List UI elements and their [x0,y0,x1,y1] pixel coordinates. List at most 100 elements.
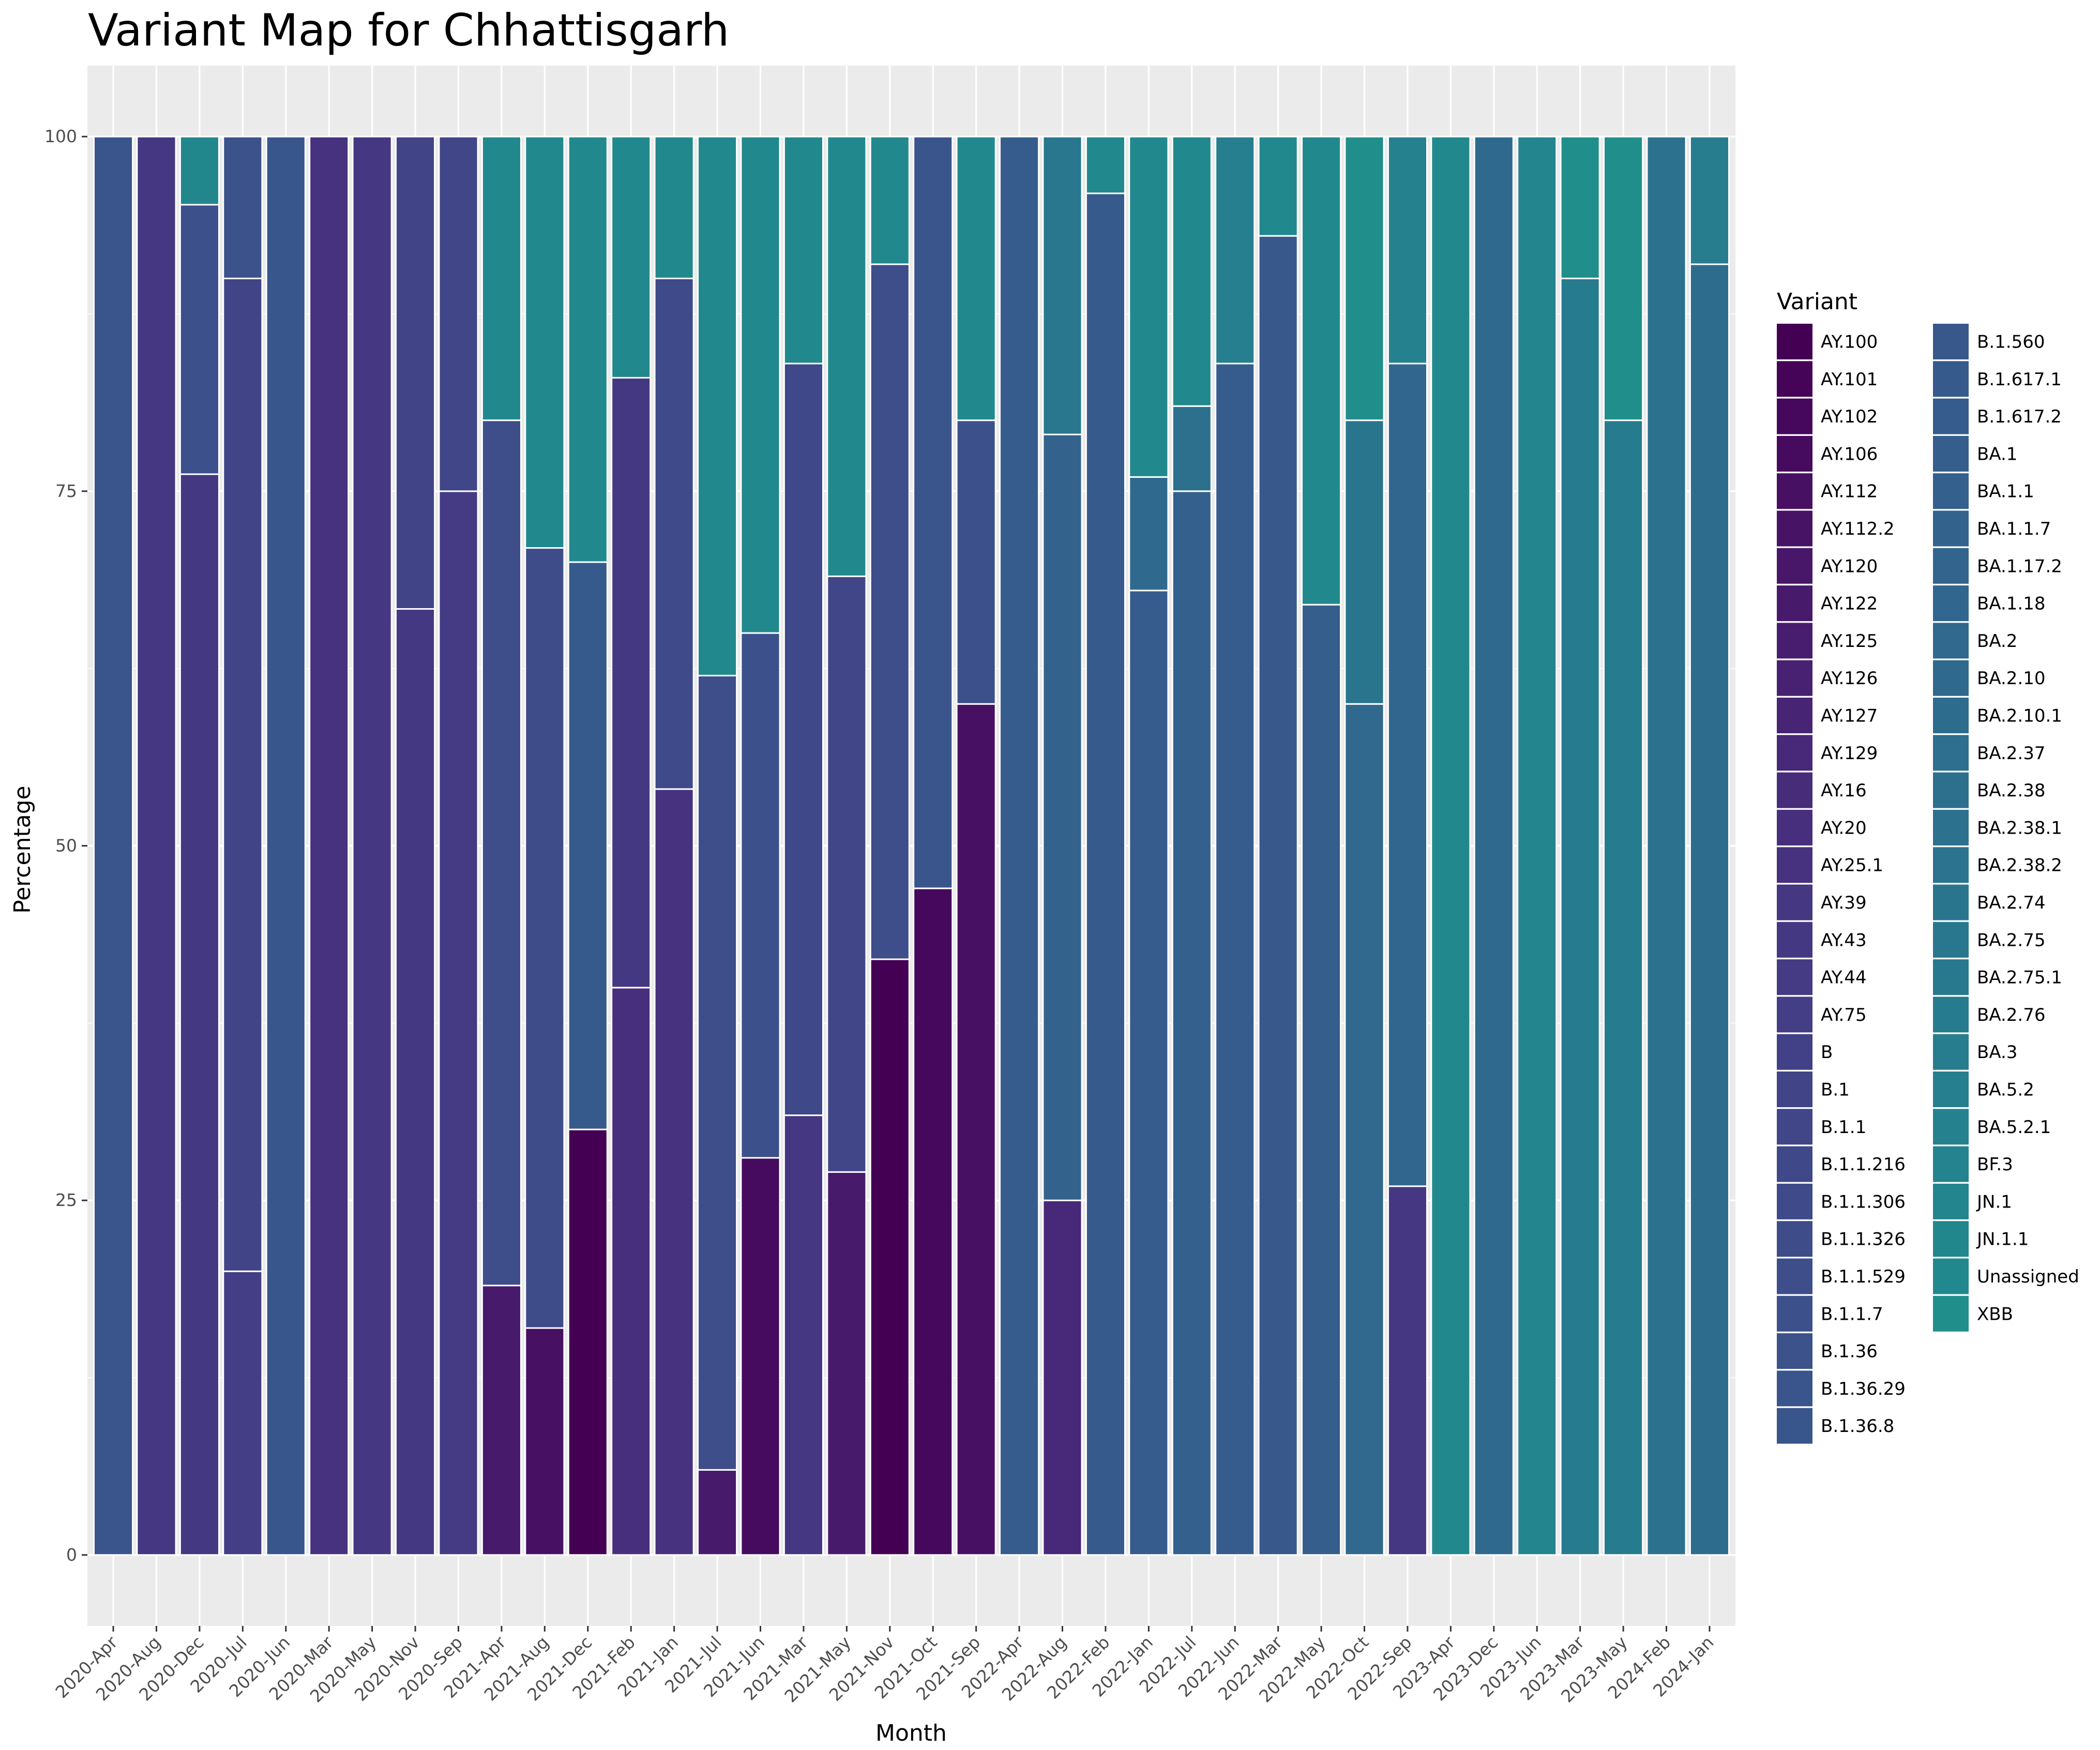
bar-2022-Mar [1258,135,1298,1556]
bar-segment-B.1.1.306 [654,277,694,790]
legend-label: B.1.36.8 [1821,1416,1894,1437]
legend-swatch [1933,510,1969,547]
legend-swatch [1777,809,1812,846]
legend-item: B.1.1 [1777,1109,1866,1145]
legend-item: B.1.1.529 [1777,1258,1906,1294]
bar-segment-Unassigned [1301,135,1342,606]
bar-segment-B.1.617.2 [999,135,1040,1556]
bar-segment-AY.122 [826,1171,867,1556]
legend-label: AY.102 [1821,406,1878,427]
legend-swatch [1777,473,1812,509]
legend-label: JN.1.1 [1976,1229,2029,1250]
legend-label: AY.120 [1821,556,1878,577]
bar-segment-Unassigned [481,135,522,421]
bar-segment-AY.112 [524,1327,565,1556]
legend-swatch [1777,361,1812,397]
legend-swatch [1777,884,1812,921]
legend-label: BA.2.75.1 [1977,968,2062,988]
legend-swatch [1933,698,1969,733]
bar-segment-AY.106 [740,1157,781,1556]
legend-swatch [1777,997,1812,1033]
legend-item: Unassigned [1933,1258,2079,1294]
legend-item: BA.1.17.2 [1933,548,2062,584]
legend-item: B.1.617.1 [1933,361,2062,397]
bar-segment-B.1 [395,135,436,610]
legend-item: BA.2 [1933,623,2017,659]
bar-segment-BA.2.10.1 [1689,263,1730,1556]
bar-segment-Unassigned [1085,135,1126,194]
legend-swatch [1777,324,1812,359]
bar-2022-Apr [999,135,1040,1556]
legend-swatch [1777,1221,1812,1257]
legend-swatch [1777,585,1812,622]
bar-segment-BA.1 [1301,604,1342,1556]
legend-label: BA.1.1 [1977,481,2034,502]
bar-segment-Unassigned [869,135,910,265]
legend-item: AY.102 [1777,398,1878,434]
bar-segment-Unassigned [1430,135,1471,1556]
legend-swatch [1933,1258,1969,1294]
legend-swatch [1933,735,1969,771]
bar-segment-Unassigned [826,135,867,577]
legend-label: AY.100 [1821,332,1878,353]
bar-segment-B.1.36.29 [913,135,954,889]
legend-item: BA.2.38 [1933,772,2046,808]
legend-item: AY.112.2 [1777,510,1895,547]
bar-segment-B.1.1.529 [697,674,738,1471]
bar-2024-Jan [1689,135,1730,1556]
legend-item: BA.1 [1933,435,2017,472]
legend-label: BA.2.10 [1977,668,2046,689]
legend-item: AY.120 [1777,548,1878,584]
bar-segment-AY.44 [438,490,479,1556]
bar-segment-B.1.1.216 [783,363,824,1117]
bar-2021-Jan [654,135,694,1556]
bar-segment-Unassigned [783,135,824,365]
bar-2023-Jun [1517,135,1558,1556]
legend-item: BA.2.37 [1933,735,2046,771]
legend-label: AY.43 [1821,930,1867,951]
legend-swatch [1933,660,1969,696]
legend-swatch [1777,1258,1812,1294]
bar-segment-AY.100 [869,958,910,1556]
bar-segment-AY.122 [697,1469,738,1556]
bar-segment-AY.39 [783,1114,824,1556]
legend-swatch [1777,922,1812,958]
legend-item: AY.126 [1777,660,1878,696]
y-tick-label: 0 [66,1545,77,1565]
legend-swatch [1933,1146,1969,1182]
legend-swatch [1777,660,1812,696]
legend-item: BA.2.75.1 [1933,959,2062,995]
legend-label: B [1821,1042,1833,1063]
bar-segment-B.1.1.529 [481,419,522,1287]
bar-segment-B.1.560 [1258,235,1298,1556]
legend-item: BF.3 [1933,1146,2013,1182]
legend-item: AY.125 [1777,623,1878,659]
legend-item: AY.44 [1777,959,1867,995]
legend-item: AY.106 [1777,435,1878,472]
legend-label: B.1 [1821,1080,1850,1100]
legend-swatch [1777,959,1812,995]
bar-segment-BA.3 [1689,135,1730,265]
legend-item: AY.100 [1777,324,1878,359]
legend-label: B.1.1.529 [1821,1266,1906,1287]
bar-2022-May [1301,135,1342,1556]
bar-segment-B.1 [222,277,263,1272]
legend-label: B.1.36 [1821,1341,1878,1362]
legend-item: AY.25.1 [1777,847,1883,883]
x-axis-title: Month [875,1720,947,1746]
legend-label: BA.2.75 [1977,930,2046,951]
legend-swatch [1777,1408,1812,1444]
legend-swatch [1933,1221,1969,1257]
legend-label: B.1.1.326 [1821,1229,1906,1250]
legend-label: AY.125 [1821,631,1878,652]
y-tick-label: 25 [55,1190,77,1210]
bar-segment-B.1.1.7 [179,204,220,475]
legend-label: BF.3 [1977,1154,2013,1175]
legend-label: B.1.1.216 [1821,1154,1906,1175]
legend-swatch [1777,435,1812,472]
legend-item: BA.2.38.2 [1933,847,2062,883]
legend-label: AY.20 [1821,818,1867,838]
legend-label: B.1.617.2 [1977,406,2062,427]
legend-label: B.1.560 [1977,332,2045,353]
legend-item: B.1 [1777,1072,1850,1107]
